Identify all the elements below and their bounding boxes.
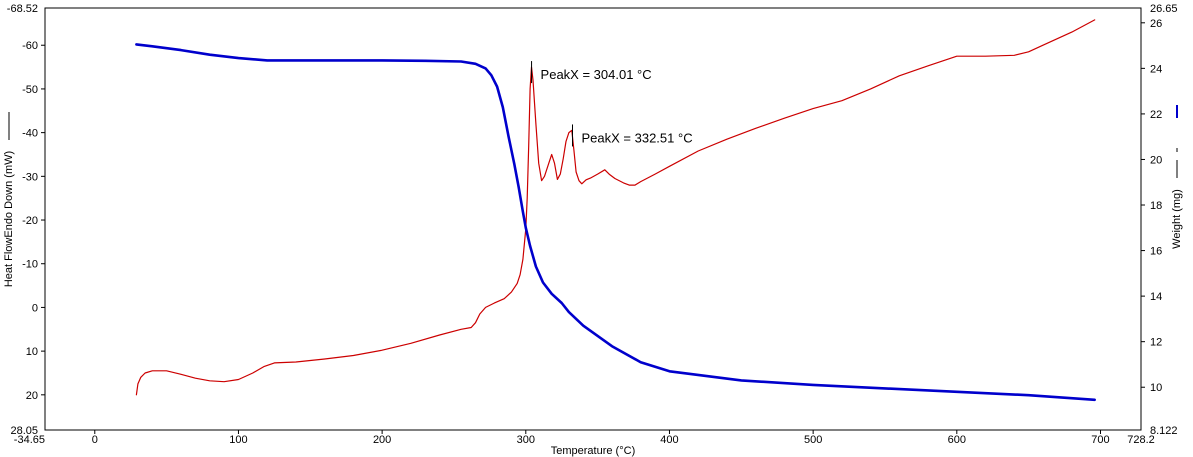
left-y-tick-label: 20 <box>26 390 38 402</box>
peak-label: PeakX = 332.51 °C <box>582 130 693 145</box>
annotation-layer: PeakX = 304.01 °C PeakX = 332.51 °C <box>531 61 693 147</box>
right-y-tick-label: 10 <box>1150 382 1162 394</box>
left-y-tick-label: -60 <box>22 40 38 52</box>
left-y-tick-label: 10 <box>26 346 38 358</box>
x-tick-label: 100 <box>229 434 247 446</box>
left-y-tick-label: -30 <box>22 171 38 183</box>
right-y-tick-label: 18 <box>1150 200 1162 212</box>
left-y-tick-label: -10 <box>22 259 38 271</box>
left-y-tick-label: 0 <box>32 302 38 314</box>
x-tick-label: 200 <box>373 434 391 446</box>
left-y-bottom-label: 28.05 <box>10 425 38 437</box>
series-layer <box>135 19 1096 402</box>
right-y-top-label: 26.65 <box>1150 3 1178 15</box>
x-min-label: -34.65 <box>14 434 45 446</box>
x-tick-label: 300 <box>517 434 535 446</box>
x-axis: 0 100 200 300 400 500 600 700 -34.65 728.2 <box>14 430 1155 446</box>
heat-flow-line <box>135 19 1096 396</box>
x-tick-label: 0 <box>92 434 98 446</box>
right-y-tick-label: 20 <box>1150 154 1162 166</box>
right-y-tick-label: 22 <box>1150 109 1162 121</box>
x-tick-label: 500 <box>804 434 822 446</box>
right-y-axis: 10 12 14 16 18 20 22 24 26 26.65 8.122 <box>1141 3 1178 437</box>
left-y-tick-label: -50 <box>22 84 38 96</box>
right-y-bottom-label: 8.122 <box>1150 425 1178 437</box>
right-y-tick-label: 16 <box>1150 246 1162 258</box>
x-tick-label: 700 <box>1091 434 1109 446</box>
left-y-tick-label: -20 <box>22 215 38 227</box>
left-y-axis: -60 -50 -40 -30 -20 -10 0 10 20 -68.52 28.05 <box>7 3 45 437</box>
plot-frame <box>44 7 1142 431</box>
right-y-tick-label: 26 <box>1150 18 1162 30</box>
axis-titles: Temperature (°C) Heat FlowEndo Down (mW) W… <box>3 105 1183 457</box>
x-tick-label: 400 <box>660 434 678 446</box>
right-y-tick-label: 12 <box>1150 337 1162 349</box>
x-tick-label: 600 <box>948 434 966 446</box>
x-max-label: 728.2 <box>1127 434 1155 446</box>
left-y-tick-label: -40 <box>22 128 38 140</box>
x-axis-title: Temperature (°C) <box>551 445 635 457</box>
left-y-top-label: -68.52 <box>7 3 38 15</box>
weight-line <box>135 43 1096 402</box>
right-y-tick-label: 14 <box>1150 291 1162 303</box>
right-y-tick-label: 24 <box>1150 63 1162 75</box>
left-y-axis-title: Heat FlowEndo Down (mW) <box>3 151 15 287</box>
plot-border <box>44 7 1142 431</box>
peak-label: PeakX = 304.01 °C <box>541 67 652 82</box>
right-y-axis-title: Weight (mg) <box>1171 189 1183 249</box>
